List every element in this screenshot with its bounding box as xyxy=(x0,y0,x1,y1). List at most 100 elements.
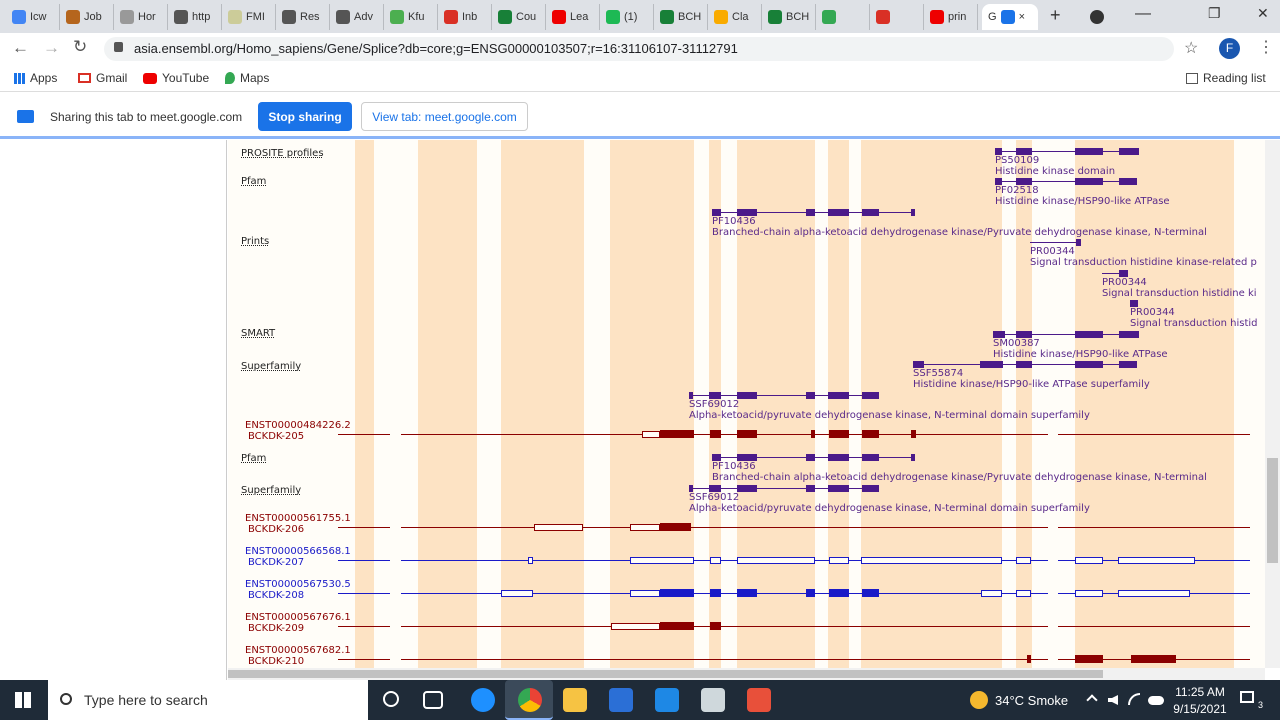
utr-exon[interactable] xyxy=(1016,589,1031,597)
forward-icon[interactable]: → xyxy=(43,38,60,57)
app-icon[interactable] xyxy=(701,688,725,712)
transcript-id[interactable]: ENST00000567530.5 xyxy=(245,579,351,590)
active-tab[interactable]: G × xyxy=(982,4,1038,30)
tray-icons[interactable] xyxy=(1086,693,1166,707)
domain-block[interactable] xyxy=(828,453,849,461)
transcript-name[interactable]: BCKDK-206 xyxy=(248,524,305,535)
domain-block[interactable] xyxy=(828,391,849,399)
utr-exon[interactable] xyxy=(611,622,660,630)
browser-tab[interactable]: Lea xyxy=(546,4,600,30)
domain-block[interactable] xyxy=(1016,177,1032,185)
domain-id[interactable]: PS50109 xyxy=(995,155,1040,166)
domain-id[interactable]: SSF69012 xyxy=(689,399,740,410)
tab-search-icon[interactable] xyxy=(1090,10,1104,24)
coding-exon[interactable] xyxy=(660,523,691,531)
domain-block[interactable] xyxy=(980,360,1003,368)
domain-block[interactable] xyxy=(1076,238,1081,246)
bookmark-youtube[interactable]: YouTube xyxy=(143,71,209,85)
weather-text[interactable]: 34°C Smoke xyxy=(995,693,1069,708)
store-icon[interactable] xyxy=(609,688,633,712)
transcript-name[interactable]: BCKDK-209 xyxy=(248,623,305,634)
track-label[interactable]: Superfamily xyxy=(241,361,302,372)
browser-tab[interactable]: FMI xyxy=(222,4,276,30)
coding-exon[interactable] xyxy=(806,589,815,597)
vertical-scrollbar[interactable] xyxy=(1265,140,1280,668)
task-view-icon[interactable] xyxy=(423,691,443,709)
browser-tab[interactable]: BCH xyxy=(762,4,816,30)
browser-tab[interactable]: Hor xyxy=(114,4,168,30)
coding-exon[interactable] xyxy=(710,622,721,630)
cortana-icon[interactable] xyxy=(383,691,399,707)
coding-exon[interactable] xyxy=(737,589,757,597)
bookmark-maps[interactable]: Maps xyxy=(225,71,269,85)
domain-block[interactable] xyxy=(1119,330,1139,338)
bookmark-gmail[interactable]: Gmail xyxy=(78,71,127,85)
wifi-icon[interactable] xyxy=(1128,693,1140,705)
browser-tab[interactable]: prin xyxy=(924,4,978,30)
track-label[interactable]: SMART xyxy=(241,328,276,339)
domain-block[interactable] xyxy=(911,208,915,216)
browser-tab[interactable]: Icw xyxy=(6,4,60,30)
clock-time[interactable]: 11:25 AM xyxy=(1175,685,1225,699)
bookmark-apps[interactable]: Apps xyxy=(14,71,57,85)
restore-button[interactable]: ❐ xyxy=(1208,5,1221,21)
coding-exon[interactable] xyxy=(710,589,721,597)
utr-exon[interactable] xyxy=(501,589,533,597)
domain-block[interactable] xyxy=(806,391,815,399)
taskbar-search[interactable]: Type here to search xyxy=(48,680,368,720)
track-label[interactable]: Pfam xyxy=(241,453,267,464)
domain-block[interactable] xyxy=(993,330,1005,338)
view-tab-button[interactable]: View tab: meet.google.com xyxy=(361,102,528,131)
close-tab-button[interactable]: × xyxy=(1018,11,1025,23)
new-tab-button[interactable]: + xyxy=(1050,5,1061,25)
domain-block[interactable] xyxy=(1075,177,1103,185)
browser-tab[interactable]: Kfu xyxy=(384,4,438,30)
utr-exon[interactable] xyxy=(630,589,660,597)
domain-block[interactable] xyxy=(862,208,879,216)
domain-block[interactable] xyxy=(862,484,879,492)
utr-exon[interactable] xyxy=(710,556,721,564)
utr-exon[interactable] xyxy=(861,556,1002,564)
coding-exon[interactable] xyxy=(911,430,916,438)
track-label[interactable]: Pfam xyxy=(241,176,267,187)
coding-exon[interactable] xyxy=(829,430,849,438)
domain-id[interactable]: PF10436 xyxy=(712,461,756,472)
reload-icon[interactable]: ↻ xyxy=(73,37,88,56)
transcript-name[interactable]: BCKDK-210 xyxy=(248,656,305,667)
horizontal-scrollbar[interactable] xyxy=(228,668,1265,680)
domain-block[interactable] xyxy=(1075,330,1103,338)
volume-icon[interactable] xyxy=(1108,695,1118,705)
onedrive-icon[interactable] xyxy=(1148,696,1164,705)
utr-exon[interactable] xyxy=(630,523,660,531)
mail-icon[interactable] xyxy=(655,688,679,712)
utr-exon[interactable] xyxy=(1118,556,1195,564)
browser-tab[interactable]: Adv xyxy=(330,4,384,30)
coding-exon[interactable] xyxy=(660,430,694,438)
browser-tab[interactable] xyxy=(870,4,924,30)
domain-block[interactable] xyxy=(1016,147,1032,155)
track-label[interactable]: Prints xyxy=(241,236,270,247)
transcript-name[interactable]: BCKDK-208 xyxy=(248,590,305,601)
recorder-icon[interactable] xyxy=(747,688,771,712)
transcript-id[interactable]: ENST00000567682.1 xyxy=(245,645,351,656)
domain-block[interactable] xyxy=(737,391,757,399)
domain-block[interactable] xyxy=(712,208,721,216)
transcript-id[interactable]: ENST00000561755.1 xyxy=(245,513,351,524)
profile-avatar[interactable]: F xyxy=(1219,38,1240,59)
browser-tab[interactable]: Cla xyxy=(708,4,762,30)
domain-id[interactable]: PF02518 xyxy=(995,185,1039,196)
domain-block[interactable] xyxy=(737,484,757,492)
domain-block[interactable] xyxy=(995,177,1002,185)
edge-icon[interactable] xyxy=(471,688,495,712)
browser-tab[interactable]: (1) xyxy=(600,4,654,30)
coding-exon[interactable] xyxy=(862,589,879,597)
utr-exon[interactable] xyxy=(1075,589,1103,597)
utr-exon[interactable] xyxy=(737,556,815,564)
domain-block[interactable] xyxy=(737,453,757,461)
domain-block[interactable] xyxy=(828,484,849,492)
transcript-name[interactable]: BCKDK-205 xyxy=(248,431,305,442)
domain-block[interactable] xyxy=(1016,330,1032,338)
domain-id[interactable]: PR00344 xyxy=(1130,307,1175,318)
domain-block[interactable] xyxy=(709,391,721,399)
reading-list-button[interactable]: Reading list xyxy=(1186,71,1266,85)
